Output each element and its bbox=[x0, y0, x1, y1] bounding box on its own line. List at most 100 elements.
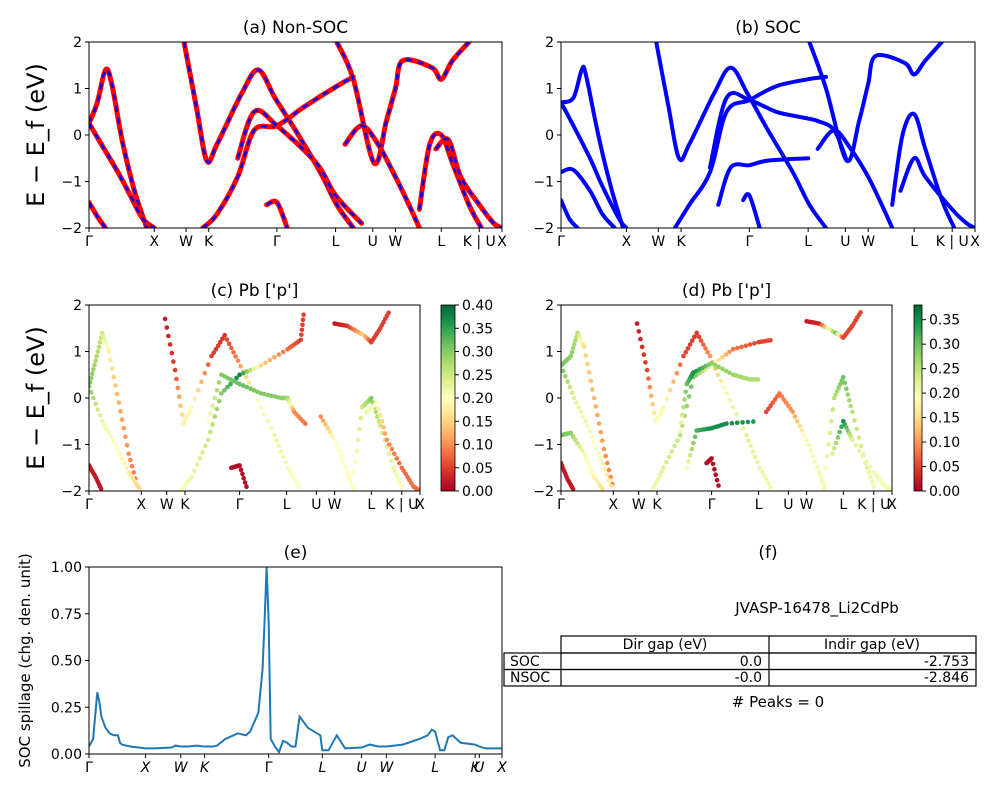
projection-point bbox=[766, 481, 771, 486]
soc-band-line bbox=[654, 42, 828, 228]
projection-point bbox=[643, 360, 648, 365]
projection-point bbox=[178, 403, 183, 409]
projection-point bbox=[189, 474, 194, 480]
soc-band-line-dashed bbox=[266, 199, 289, 228]
projection-point bbox=[244, 484, 249, 490]
projection-point bbox=[585, 361, 590, 367]
projection-point bbox=[241, 475, 246, 481]
panel-b-xtick-label: X bbox=[622, 234, 632, 250]
projection-point bbox=[192, 468, 197, 474]
projection-point bbox=[578, 409, 584, 415]
non-soc-band-line bbox=[264, 198, 290, 228]
projection-point bbox=[583, 455, 589, 461]
projection-point bbox=[97, 339, 103, 345]
projection-point bbox=[603, 453, 608, 459]
panel-e-xtick-label: Γ bbox=[265, 760, 273, 776]
projection-point bbox=[827, 430, 833, 436]
projection-point bbox=[240, 383, 246, 388]
projection-point bbox=[641, 352, 647, 357]
projection-point bbox=[240, 370, 246, 376]
projection-point bbox=[661, 465, 666, 471]
panel-d-frame bbox=[560, 304, 893, 492]
panel-f-title: (f) bbox=[758, 543, 777, 563]
gap-table-grid bbox=[503, 635, 977, 687]
projection-point bbox=[303, 421, 308, 426]
soc-band-line bbox=[898, 156, 975, 228]
projection-point bbox=[724, 421, 729, 426]
projection-point bbox=[394, 456, 400, 461]
projection-point bbox=[294, 481, 299, 486]
projection-point bbox=[634, 321, 640, 326]
projection-point bbox=[587, 429, 592, 434]
projection-point bbox=[746, 438, 751, 443]
projection-point bbox=[210, 403, 215, 409]
projection-point bbox=[570, 434, 576, 439]
projection-point bbox=[244, 369, 250, 374]
projection-point bbox=[231, 350, 236, 355]
projection-point bbox=[166, 333, 171, 339]
projection-point bbox=[761, 473, 767, 478]
projection-point bbox=[681, 353, 686, 359]
panel-b-ytick-label: 0 bbox=[545, 128, 554, 144]
panel-b-title: (b) SOC bbox=[735, 18, 801, 38]
projection-point bbox=[573, 338, 578, 343]
projection-point bbox=[119, 456, 125, 461]
projection-point bbox=[583, 353, 589, 358]
soc-band-line bbox=[815, 128, 895, 228]
projection-point bbox=[689, 446, 694, 452]
projection-point bbox=[581, 451, 587, 457]
panel-e-xtick-label: W bbox=[174, 760, 189, 776]
projection-point bbox=[276, 443, 282, 449]
projection-point bbox=[694, 330, 699, 336]
projection-point bbox=[677, 432, 683, 438]
colorbar-tick-label: 0.15 bbox=[462, 414, 493, 430]
panel-b-ytick-label: −2 bbox=[533, 221, 554, 237]
projection-point bbox=[334, 443, 340, 448]
col-header-indir-gap: Indir gap (eV) bbox=[824, 637, 920, 653]
projection-point bbox=[839, 424, 844, 430]
panel-d-xtick-label: K bbox=[652, 497, 662, 513]
projection-point bbox=[369, 395, 374, 401]
projection-point bbox=[686, 394, 692, 399]
panel-d-xtick-label: U bbox=[783, 497, 793, 513]
projection-point bbox=[96, 344, 102, 350]
projection-point bbox=[598, 429, 603, 435]
projection-point bbox=[638, 336, 643, 342]
projection-point bbox=[136, 485, 142, 491]
projection-point bbox=[95, 407, 101, 412]
projection-point bbox=[797, 423, 802, 429]
projection-point bbox=[301, 312, 306, 318]
projection-point bbox=[299, 327, 305, 333]
panel-d-title: (d) Pb ['p'] bbox=[682, 281, 771, 301]
projection-point bbox=[669, 449, 675, 454]
projection-point bbox=[561, 368, 566, 374]
projection-point bbox=[677, 428, 683, 433]
projection-point bbox=[338, 453, 344, 459]
projection-point bbox=[205, 419, 211, 424]
projection-point bbox=[300, 322, 305, 328]
projection-point bbox=[831, 446, 837, 451]
projection-point bbox=[751, 419, 756, 424]
projection-point bbox=[382, 431, 388, 436]
panel-e-frame bbox=[88, 566, 503, 755]
projection-point bbox=[108, 434, 114, 440]
projection-point bbox=[606, 467, 612, 473]
projection-point bbox=[745, 419, 751, 425]
soc-band-line-dashed bbox=[89, 67, 148, 228]
projection-point bbox=[89, 389, 94, 395]
projection-point bbox=[121, 425, 127, 431]
projection-point bbox=[276, 352, 282, 357]
projection-point bbox=[210, 422, 215, 427]
projection-point bbox=[263, 360, 268, 366]
projection-point bbox=[416, 487, 420, 491]
panel-c-ytick-label: −1 bbox=[61, 438, 82, 454]
projection-point bbox=[709, 360, 714, 366]
projection-point bbox=[696, 334, 702, 340]
panel-a-ytick-label: 1 bbox=[73, 82, 82, 98]
projection-point bbox=[636, 329, 642, 334]
projection-point bbox=[850, 409, 855, 415]
projection-point bbox=[720, 355, 725, 360]
projection-point bbox=[567, 384, 573, 390]
projection-point bbox=[724, 391, 729, 396]
projection-point bbox=[646, 376, 651, 381]
